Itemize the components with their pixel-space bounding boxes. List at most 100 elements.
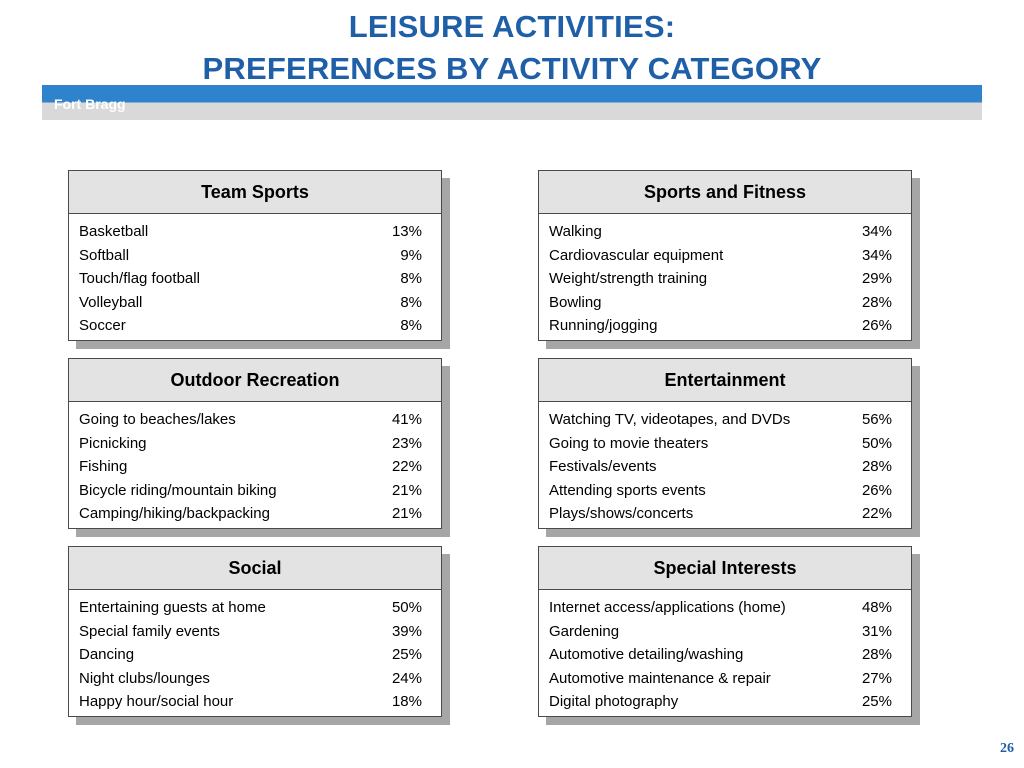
activity-name: Special family events: [79, 622, 220, 640]
activity-percent: 29%: [861, 270, 892, 288]
activity-percent: 26%: [861, 317, 892, 335]
list-item: Running/jogging 26%: [539, 314, 911, 338]
activity-list: Watching TV, videotapes, and DVDs 56% Goi…: [539, 402, 911, 526]
activity-name: Picnicking: [79, 434, 147, 452]
activity-percent: 26%: [861, 481, 892, 499]
activity-name: Volleyball: [79, 293, 143, 311]
activity-percent: 22%: [391, 458, 422, 476]
activity-name: Gardening: [549, 622, 620, 640]
location-banner: Fort Bragg: [42, 85, 982, 120]
list-item: Plays/shows/concerts 22%: [539, 502, 911, 526]
panel-box: Outdoor Recreation Going to beaches/lake…: [68, 358, 442, 529]
activity-name: Soccer: [79, 317, 126, 335]
activity-name: Attending sports events: [549, 481, 706, 499]
page-title-line-1: LEISURE ACTIVITIES:: [348, 9, 676, 44]
activity-percent: 39%: [391, 622, 422, 640]
activity-percent: 9%: [400, 246, 422, 264]
activity-name: Walking: [549, 223, 602, 240]
activity-name: Dancing: [79, 646, 135, 664]
category-panel-social: Social Entertaining guests at home 50% Sp…: [68, 546, 450, 725]
activity-percent: 34%: [861, 246, 892, 264]
list-item: Camping/hiking/backpacking 21%: [69, 502, 441, 526]
activity-name: Softball: [79, 246, 130, 264]
activity-list: Walking 34% Cardiovascular equipment 34% W…: [539, 214, 911, 338]
list-item: Touch/flag football 8%: [69, 267, 441, 291]
activity-name: Festivals/events: [549, 458, 657, 476]
list-item: Watching TV, videotapes, and DVDs 56%: [539, 408, 911, 432]
activity-name: Fishing: [79, 458, 128, 476]
activity-name: Going to movie theaters: [549, 434, 709, 452]
list-item: Gardening 31%: [539, 620, 911, 644]
list-item: Soccer 8%: [69, 314, 441, 338]
list-item: Going to movie theaters 50%: [539, 432, 911, 456]
activity-percent: 31%: [861, 622, 892, 640]
activity-percent: 8%: [400, 270, 422, 288]
panel-header: Sports and Fitness: [539, 171, 911, 214]
list-item: Digital photography 25%: [539, 690, 911, 714]
activity-percent: 13%: [391, 223, 422, 240]
list-item: Bicycle riding/mountain biking 21%: [69, 479, 441, 503]
panel-box: Social Entertaining guests at home 50% Sp…: [68, 546, 442, 717]
list-item: Walking 34%: [539, 220, 911, 244]
activity-percent: 27%: [861, 669, 892, 687]
activity-name: Plays/shows/concerts: [549, 505, 694, 523]
panel-header: Entertainment: [539, 359, 911, 402]
list-item: Weight/strength training 29%: [539, 267, 911, 291]
panel-box: Entertainment Watching TV, videotapes, a…: [538, 358, 912, 529]
list-item: Picnicking 23%: [69, 432, 441, 456]
panel-header: Social: [69, 547, 441, 590]
list-item: Bowling 28%: [539, 291, 911, 315]
list-item: Attending sports events 26%: [539, 479, 911, 503]
activity-name: Going to beaches/lakes: [79, 411, 236, 428]
activity-percent: 25%: [861, 693, 892, 711]
activity-percent: 28%: [861, 458, 892, 476]
activity-percent: 41%: [391, 411, 422, 428]
category-panel-outdoor-recreation: Outdoor Recreation Going to beaches/lake…: [68, 358, 450, 537]
activity-name: Camping/hiking/backpacking: [79, 505, 270, 523]
panel-header: Special Interests: [539, 547, 911, 590]
activity-name: Automotive detailing/washing: [549, 646, 744, 664]
list-item: Basketball 13%: [69, 220, 441, 244]
activity-percent: 8%: [400, 293, 422, 311]
activity-percent: 34%: [861, 223, 892, 240]
list-item: Volleyball 8%: [69, 291, 441, 315]
activity-name: Bicycle riding/mountain biking: [79, 481, 277, 499]
list-item: Festivals/events 28%: [539, 455, 911, 479]
activity-percent: 21%: [391, 481, 422, 499]
list-item: Automotive maintenance & repair 27%: [539, 667, 911, 691]
activity-name: Entertaining guests at home: [79, 599, 266, 616]
activity-name: Automotive maintenance & repair: [549, 669, 771, 687]
activity-name: Happy hour/social hour: [79, 693, 234, 711]
activity-percent: 48%: [861, 599, 892, 616]
activity-name: Touch/flag football: [79, 270, 200, 288]
list-item: Night clubs/lounges 24%: [69, 667, 441, 691]
activity-percent: 18%: [391, 693, 422, 711]
list-item: Going to beaches/lakes 41%: [69, 408, 441, 432]
panel-box: Special Interests Internet access/applic…: [538, 546, 912, 717]
activity-percent: 22%: [861, 505, 892, 523]
panel-header: Team Sports: [69, 171, 441, 214]
panel-box: Team Sports Basketball 13% Softball 9% Tou…: [68, 170, 442, 341]
activity-list: Internet access/applications (home) 48% G…: [539, 590, 911, 714]
list-item: Automotive detailing/washing 28%: [539, 643, 911, 667]
page-number: 26: [1000, 741, 1014, 756]
panel-header: Outdoor Recreation: [69, 359, 441, 402]
panel-box: Sports and Fitness Walking 34% Cardiovasc…: [538, 170, 912, 341]
category-panel-sports-and-fitness: Sports and Fitness Walking 34% Cardiovasc…: [538, 170, 920, 349]
category-panel-team-sports: Team Sports Basketball 13% Softball 9% Tou…: [68, 170, 450, 349]
activity-name: Watching TV, videotapes, and DVDs: [549, 411, 791, 428]
activity-name: Internet access/applications (home): [549, 599, 786, 616]
activity-percent: 21%: [391, 505, 422, 523]
location-label: Fort Bragg: [54, 96, 126, 112]
list-item: Entertaining guests at home 50%: [69, 596, 441, 620]
activity-name: Bowling: [549, 293, 602, 311]
page-title-line-2: PREFERENCES BY ACTIVITY CATEGORY: [202, 51, 822, 86]
activity-percent: 28%: [861, 646, 892, 664]
activity-list: Entertaining guests at home 50% Special f…: [69, 590, 441, 714]
activity-list: Going to beaches/lakes 41% Picnicking 23% …: [69, 402, 441, 526]
activity-percent: 23%: [391, 434, 422, 452]
list-item: Fishing 22%: [69, 455, 441, 479]
activity-name: Digital photography: [549, 693, 679, 711]
activity-name: Cardiovascular equipment: [549, 246, 724, 264]
list-item: Happy hour/social hour 18%: [69, 690, 441, 714]
